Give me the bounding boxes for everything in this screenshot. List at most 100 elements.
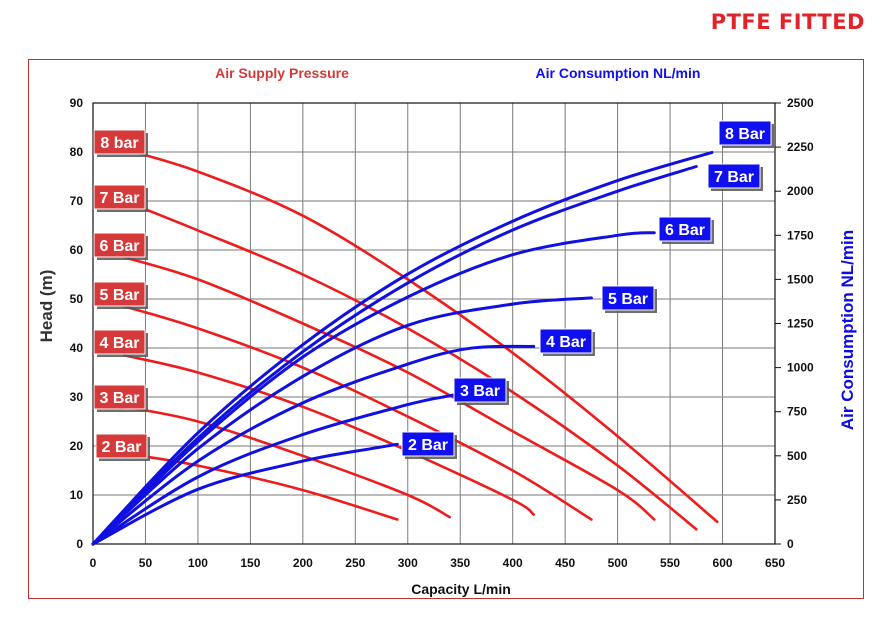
air-label-3-bar-text: 3 Bar	[460, 383, 500, 400]
curve-labels: 8 bar 7 Bar 6 Bar 5 Bar 4 Bar 3 Bar 2 Bar 8 Bar…	[93, 120, 774, 461]
x-tick-label: 550	[660, 556, 680, 570]
y2-tick-label: 2000	[787, 184, 814, 198]
head-label-2-bar: 2 Bar	[95, 433, 150, 461]
air-label-5-bar: 5 Bar	[601, 285, 657, 313]
air-label-7-bar-box	[707, 163, 761, 189]
grid	[92, 102, 781, 545]
x-tick-label: 500	[608, 556, 628, 570]
y-tick-label: 90	[70, 96, 84, 110]
head-curve-2-bar	[123, 452, 399, 521]
air-curve-6-bar	[91, 231, 656, 546]
y2-tick-label: 0	[787, 537, 794, 551]
y2-tick-label: 500	[787, 449, 807, 463]
y2-tick-label: 1750	[787, 228, 814, 242]
y-tick-label: 10	[70, 488, 84, 502]
air-consumption-curves	[91, 150, 714, 546]
head-curve-6-bar	[123, 256, 656, 521]
y2-tick-label: 1250	[787, 317, 814, 331]
y-tick-label: 30	[70, 390, 84, 404]
y2-tick-label: 2250	[787, 140, 814, 154]
y-tick-label: 50	[70, 292, 84, 306]
air-label-6-bar-box	[658, 216, 712, 242]
head-label-2-bar-text: 2 Bar	[101, 439, 141, 456]
x-tick-label: 150	[240, 556, 260, 570]
air-curve-8-bar	[91, 150, 714, 546]
air-label-6-bar-text: 6 Bar	[665, 222, 705, 239]
y2-tick-label: 250	[787, 493, 807, 507]
x-tick-label: 50	[139, 556, 153, 570]
y2-tick-label: 1500	[787, 272, 814, 286]
x-tick-label: 650	[765, 556, 785, 570]
head-label-3-bar: 3 Bar	[93, 384, 148, 412]
y-tick-label: 70	[70, 194, 84, 208]
head-label-5-bar-box	[93, 281, 146, 307]
head-label-8-bar-text: 8 bar	[100, 135, 138, 152]
legend-air-supply-pressure: Air Supply Pressure	[215, 65, 349, 81]
x-tick-label: 0	[90, 556, 97, 570]
head-curve-8-bar	[123, 148, 719, 524]
y-tick-label: 0	[76, 537, 83, 551]
air-curve-4-bar	[91, 344, 536, 546]
x-axis-label: Capacity L/min	[411, 581, 511, 597]
head-label-5-bar-text: 5 Bar	[99, 287, 139, 304]
air-label-3-bar: 3 Bar	[453, 377, 509, 405]
air-label-2-bar: 2 Bar	[401, 431, 457, 459]
head-label-4-bar-text: 4 Bar	[99, 335, 139, 352]
air-label-2-bar-text: 2 Bar	[408, 437, 448, 454]
air-label-2-bar-box	[401, 431, 455, 457]
head-label-8-bar: 8 bar	[93, 129, 148, 157]
air-label-6-bar: 6 Bar	[658, 216, 714, 244]
pump-performance-chart: 0 50 100 150 200 250 300 350 400 450 500 550 600 6500…	[37, 65, 857, 597]
air-label-8-bar: 8 Bar	[718, 120, 774, 148]
head-label-6-bar-text: 6 Bar	[99, 238, 139, 255]
air-label-5-bar-box	[601, 285, 655, 311]
head-label-2-bar-box	[95, 433, 148, 459]
head-curve-7-bar	[123, 199, 698, 531]
axis-ticks: 0 50 100 150 200 250 300 350 400 450 500 550 600 6500…	[70, 96, 814, 570]
air-label-4-bar: 4 Bar	[539, 328, 595, 356]
x-tick-label: 450	[555, 556, 575, 570]
chart-frame: 0 50 100 150 200 250 300 350 400 450 500 550 600 650 0…	[28, 59, 864, 599]
air-label-5-bar-text: 5 Bar	[608, 291, 648, 308]
y-axis-label: Head (m)	[37, 270, 56, 343]
head-label-5-bar: 5 Bar	[93, 281, 148, 309]
head-label-7-bar-text: 7 Bar	[99, 190, 139, 207]
air-label-7-bar: 7 Bar	[707, 163, 763, 191]
air-label-8-bar-box	[718, 120, 772, 146]
head-curve-4-bar	[123, 354, 535, 516]
head-label-3-bar-text: 3 Bar	[99, 390, 139, 407]
air-label-4-bar-text: 4 Bar	[546, 334, 586, 351]
y2-tick-label: 750	[787, 405, 807, 419]
head-label-6-bar-box	[93, 232, 146, 258]
head-curves	[123, 148, 719, 531]
x-tick-label: 400	[503, 556, 523, 570]
air-curve-7-bar	[91, 165, 698, 546]
air-label-4-bar-box	[539, 328, 593, 354]
head-label-4-bar: 4 Bar	[93, 329, 148, 357]
plot-area-border	[92, 102, 776, 545]
head-label-6-bar: 6 Bar	[93, 232, 148, 260]
head-curve-5-bar	[123, 305, 593, 521]
head-label-7-bar: 7 Bar	[93, 184, 148, 212]
y-tick-label: 80	[70, 145, 84, 159]
legend-air-consumption: Air Consumption NL/min	[536, 65, 701, 81]
air-label-8-bar-text: 8 Bar	[725, 126, 765, 143]
x-tick-label: 250	[345, 556, 365, 570]
x-tick-label: 100	[188, 556, 208, 570]
x-tick-label: 350	[450, 556, 470, 570]
head-label-8-bar-box	[93, 129, 146, 155]
y-tick-label: 40	[70, 341, 84, 355]
ptfe-fitted-badge: PTFE FITTED	[710, 10, 865, 34]
head-curve-3-bar	[123, 405, 451, 519]
air-curve-3-bar	[91, 390, 473, 546]
head-label-4-bar-box	[93, 329, 146, 355]
x-tick-label: 300	[398, 556, 418, 570]
y2-axis-label: Air Consumption NL/min	[838, 230, 857, 430]
air-label-3-bar-box	[453, 377, 507, 403]
y-tick-label: 60	[70, 243, 84, 257]
y-tick-label: 20	[70, 439, 84, 453]
air-label-7-bar-text: 7 Bar	[714, 169, 754, 186]
x-tick-label: 600	[713, 556, 733, 570]
air-curve-2-bar	[91, 442, 399, 546]
y2-tick-label: 2500	[787, 96, 814, 110]
